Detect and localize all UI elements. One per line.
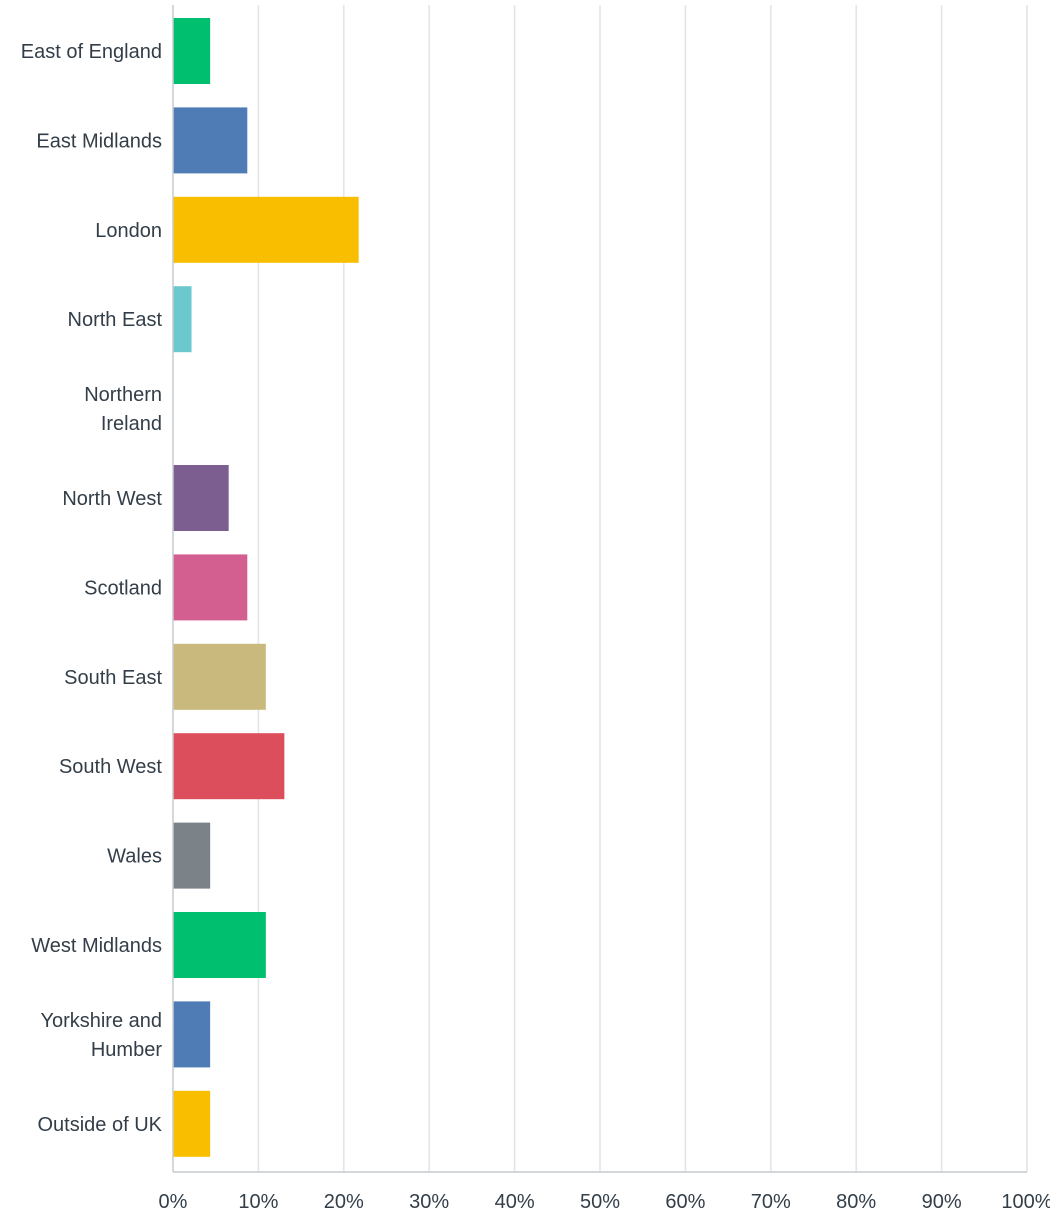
category-label: North West [62,488,162,510]
category-label-line: Humber [91,1039,162,1061]
bar [173,912,266,978]
category-label: East Midlands [36,130,162,152]
tick-label: 100% [1001,1191,1050,1213]
category-label-line: East Midlands [36,130,162,152]
bar [173,643,266,710]
tick-label: 80% [836,1191,876,1213]
category-label: East of England [21,41,162,63]
bar [173,554,248,621]
tick-label: 70% [751,1191,791,1213]
tick-label: 20% [324,1191,364,1213]
tick-label: 30% [409,1191,449,1213]
tick-label: 50% [580,1191,620,1213]
category-label: Yorkshire and Humber [40,1010,162,1061]
category-label: Outside of UK [37,1114,162,1136]
tick-label: 0% [159,1191,188,1213]
category-label: London [95,220,162,242]
category-label: South East [64,667,162,689]
category-label-line: North East [68,309,163,331]
bar [173,196,359,263]
bar [173,465,229,531]
category-label-line: Outside of UK [37,1114,162,1136]
bar [173,1090,211,1157]
tick-label: 10% [238,1191,278,1213]
bar [173,733,285,800]
bar [173,286,192,353]
category-label: North East [68,309,163,331]
category-label-line: North West [62,488,162,510]
category-label-line: Yorkshire and [40,1010,162,1032]
category-label-line: East of England [21,41,162,63]
category-labels: East of England East Midlands London North … [21,41,163,1136]
category-label: Northern Ireland [84,384,162,435]
category-label-line: West Midlands [31,935,162,957]
category-label: Wales [107,846,162,868]
bar-layer [173,18,359,1157]
category-label-line: South West [59,756,162,778]
grid-layer [257,5,1028,1172]
tick-labels: 0% 10% 20% 30% 40% 50% 60% 70% 80% 90% 100% [159,1191,1050,1213]
category-label-line: Northern [84,384,162,406]
bar [173,107,248,174]
axis-layer [172,5,1027,1173]
category-label-line: Wales [107,846,162,868]
category-label: South West [59,756,162,778]
category-label: Scotland [84,577,162,599]
bar [173,1001,211,1068]
bar [173,18,211,84]
category-label: West Midlands [31,935,162,957]
category-label-line: London [95,220,162,242]
tick-label: 40% [495,1191,535,1213]
bar [173,822,211,889]
category-label-line: Scotland [84,577,162,599]
category-label-line: South East [64,667,162,689]
tick-label: 60% [665,1191,705,1213]
tick-label: 90% [922,1191,962,1213]
category-label-line: Ireland [101,413,162,435]
